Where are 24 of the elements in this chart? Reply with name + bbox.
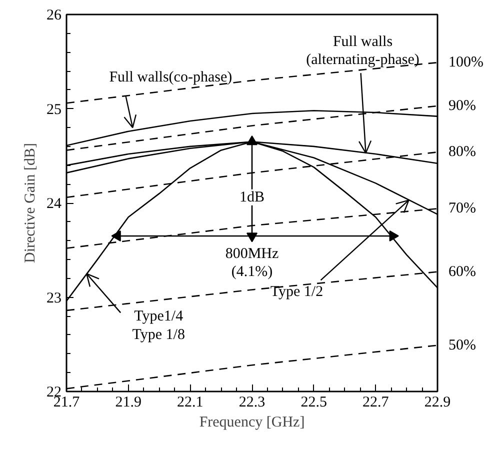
series-label: 80% [448,144,476,160]
x-tick-label: 21.9 [115,394,142,410]
y-tick-label: 24 [46,196,62,212]
x-tick-label: 22.1 [177,394,204,410]
x-tick-label: 22.5 [300,394,327,410]
x-axis-title: Frequency [GHz] [199,414,305,430]
annotation: 800MHz (4.1%) [225,246,280,280]
y-axis-title: Directive Gain [dB] [22,143,38,263]
annotation: Full walls (alternating-phase) [306,34,420,68]
series-label: 90% [448,98,476,114]
y-tick-label: 23 [46,290,62,306]
series-label: 60% [448,264,476,280]
y-tick-label: 25 [46,102,62,118]
annotation: Type 1/2 [270,284,324,300]
annotation: Full walls(co-phase) [109,70,232,86]
x-tick-label: 22.9 [424,394,451,410]
series-label: 70% [448,200,476,217]
x-tick-label: 22.3 [238,394,266,410]
series-label: 50% [448,337,476,354]
annotation: 1dB [240,189,265,206]
series-label: 100% [448,54,484,71]
y-tick-label: 26 [46,8,62,24]
x-tick-label: 22.7 [362,394,390,410]
annotation: Type1/4 Type 1/8 [132,308,185,343]
